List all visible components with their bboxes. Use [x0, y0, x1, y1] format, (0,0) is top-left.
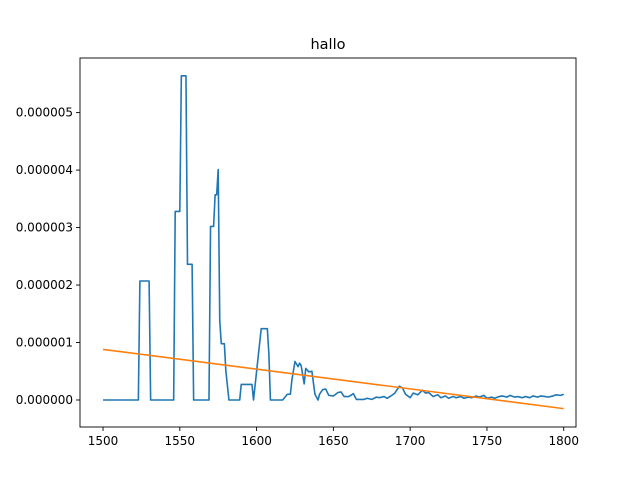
x-tick-label: 1650	[318, 434, 349, 448]
series-line-orange	[102, 348, 564, 410]
x-axis: 1500 1550 1600 1650 1700 1750 1800	[88, 427, 579, 448]
x-tick-label: 1750	[472, 434, 503, 448]
x-tick-label: 1550	[165, 434, 196, 448]
x-tick-label: 1600	[241, 434, 272, 448]
y-tick-label: 0.000004	[16, 163, 73, 177]
y-tick-label: 0.000005	[16, 106, 73, 120]
y-axis: 0.000000 0.000001 0.000002 0.000003 0.000004…	[16, 106, 80, 407]
y-tick-label: 0.000002	[16, 278, 73, 292]
series-line-blue	[103, 75, 564, 401]
y-tick-label: 0.000003	[16, 221, 73, 235]
series-layer	[102, 75, 564, 410]
x-tick-label: 1500	[88, 434, 119, 448]
chart-title: hallo	[310, 37, 345, 53]
x-tick-label: 1800	[548, 434, 579, 448]
x-tick-label: 1700	[395, 434, 426, 448]
y-tick-label: 0.000000	[16, 393, 73, 407]
y-tick-label: 0.000001	[16, 336, 73, 350]
plot-frame	[79, 57, 577, 428]
